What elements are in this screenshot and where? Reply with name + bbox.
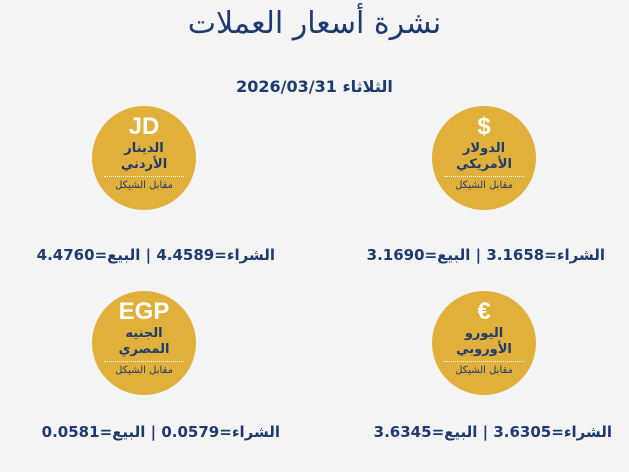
buy-value: 3.6305 — [493, 423, 552, 441]
date-day: الثلاثاء — [342, 77, 393, 96]
currency-badge-jod: JD الدينار الأردني مقابل الشيكل — [92, 106, 196, 210]
sell-label: البيع= — [99, 423, 146, 441]
date-value: 2026/03/31 — [236, 77, 337, 96]
buy-label: الشراء= — [551, 423, 612, 441]
sell-label: البيع= — [94, 246, 141, 264]
sell-value: 3.6345 — [373, 423, 432, 441]
currency-badge-egp: EGP الجنيه المصري مقابل الشيكل — [92, 291, 196, 395]
currency-name: اليورو الأوروبي — [432, 326, 536, 358]
currency-symbol-icon: € — [477, 298, 491, 325]
buy-label: الشراء= — [214, 246, 275, 264]
buy-label: الشراء= — [219, 423, 280, 441]
page-title: نشرة أسعار العملات — [187, 6, 442, 41]
currency-name: الدينار الأردني — [92, 141, 196, 173]
divider — [444, 361, 524, 362]
price-line-usd: الشراء=3.1658 | البيع=3.1690 — [367, 246, 605, 264]
divider — [104, 361, 184, 362]
sell-label: البيع= — [424, 246, 471, 264]
separator: | — [475, 246, 482, 264]
currency-badge-eur: € اليورو الأوروبي مقابل الشيكل — [432, 291, 536, 395]
currency-name: الدولار الأمريكي — [432, 141, 536, 173]
name-line1: الجنيه — [125, 326, 163, 341]
currency-symbol-icon: JD — [128, 113, 160, 140]
name-line2: الأوروبي — [456, 342, 512, 357]
name-line1: الدولار — [462, 141, 506, 156]
separator: | — [145, 246, 152, 264]
name-line2: المصري — [118, 342, 170, 357]
currency-symbol-icon: $ — [477, 113, 491, 140]
buy-value: 0.0579 — [161, 423, 220, 441]
currency-symbol-icon: EGP — [118, 298, 170, 325]
buy-value: 4.4589 — [156, 246, 215, 264]
price-line-jod: الشراء=4.4589 | البيع=4.4760 — [37, 246, 275, 264]
sell-label: البيع= — [431, 423, 478, 441]
buy-label: الشراء= — [544, 246, 605, 264]
price-line-eur: الشراء=3.6305 | البيع=3.6345 — [374, 423, 612, 441]
name-line2: الأمريكي — [456, 157, 512, 172]
price-line-egp: الشراء=0.0579 | البيع=0.0581 — [42, 423, 280, 441]
currency-subtitle: مقابل الشيكل — [115, 180, 173, 191]
currency-subtitle: مقابل الشيكل — [455, 180, 513, 191]
name-line2: الأردني — [120, 157, 168, 172]
sell-value: 0.0581 — [41, 423, 100, 441]
name-line1: الدينار — [124, 141, 164, 156]
separator: | — [150, 423, 157, 441]
divider — [104, 176, 184, 177]
bulletin-date: الثلاثاء 2026/03/31 — [0, 77, 629, 96]
name-line1: اليورو — [464, 326, 504, 341]
currency-badge-usd: $ الدولار الأمريكي مقابل الشيكل — [432, 106, 536, 210]
currency-subtitle: مقابل الشيكل — [115, 365, 173, 376]
separator: | — [482, 423, 489, 441]
buy-value: 3.1658 — [486, 246, 545, 264]
sell-value: 3.1690 — [366, 246, 425, 264]
currency-name: الجنيه المصري — [92, 326, 196, 358]
currency-subtitle: مقابل الشيكل — [455, 365, 513, 376]
sell-value: 4.4760 — [36, 246, 95, 264]
divider — [444, 176, 524, 177]
